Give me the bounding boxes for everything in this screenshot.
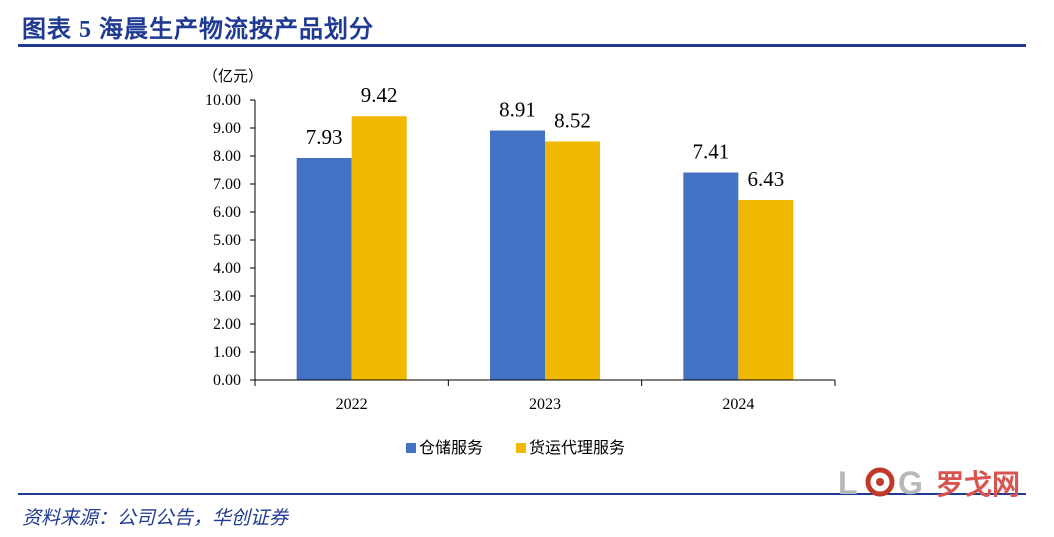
bar: [351, 116, 407, 381]
data-label: 7.41: [692, 140, 729, 164]
bottom-rule: [18, 493, 1026, 495]
y-tick-label: 0.00: [213, 372, 241, 389]
legend-swatch: [516, 443, 526, 453]
logo-g-letter: G: [898, 465, 923, 501]
bar: [490, 130, 545, 380]
y-tick-label: 7.00: [213, 176, 241, 193]
legend-label: 仓储服务: [419, 438, 483, 457]
title-rule: [18, 44, 1026, 47]
y-tick-label: 10.00: [205, 92, 241, 109]
legend-label: 货运代理服务: [529, 438, 625, 457]
figure-title: 图表 5 海晨生产物流按产品划分: [22, 17, 374, 43]
x-tick-label: 2024: [722, 396, 754, 413]
legend: 仓储服务 货运代理服务: [406, 438, 625, 457]
bar: [296, 157, 352, 380]
y-tick-label: 3.00: [213, 288, 241, 305]
x-tick-label: 2023: [529, 396, 561, 413]
logo-l-letter: L: [838, 465, 858, 501]
data-label: 8.52: [554, 108, 591, 132]
data-label: 6.43: [747, 167, 784, 191]
data-label-group: 7.93 9.42 8.91 8.52 7.41 6.43: [306, 83, 784, 191]
y-tick-label: 2.00: [213, 316, 241, 333]
logo-text: 罗戈网: [936, 468, 1020, 501]
data-label: 7.93: [306, 125, 343, 149]
y-tick-label: 1.00: [213, 344, 241, 361]
x-tick-label: 2022: [336, 396, 368, 413]
bar: [738, 199, 794, 380]
bar: [683, 172, 739, 380]
logo-dot-icon: [876, 478, 884, 486]
y-tick-label: 5.00: [213, 232, 241, 249]
x-axis: 2022 2023 2024: [254, 379, 836, 413]
y-unit-label: （亿元）: [203, 67, 263, 85]
y-tick-label: 6.00: [213, 204, 241, 221]
data-label: 8.91: [499, 98, 536, 122]
y-axis: 0.00 1.00 2.00 3.00 4.00 5.00 6.00 7.00 8.00 9.00…: [205, 92, 256, 389]
bar-group: [296, 116, 794, 381]
data-label: 9.42: [361, 83, 398, 107]
source-note: 资料来源：公司公告，华创证券: [22, 507, 289, 529]
y-tick-label: 4.00: [213, 260, 241, 277]
luogo-logo: L G 罗戈网: [838, 465, 1020, 501]
y-tick-label: 8.00: [213, 148, 241, 165]
bar: [545, 141, 600, 380]
y-tick-label: 9.00: [213, 120, 241, 137]
logo-ring-icon: [865, 467, 895, 497]
legend-swatch: [406, 443, 416, 453]
